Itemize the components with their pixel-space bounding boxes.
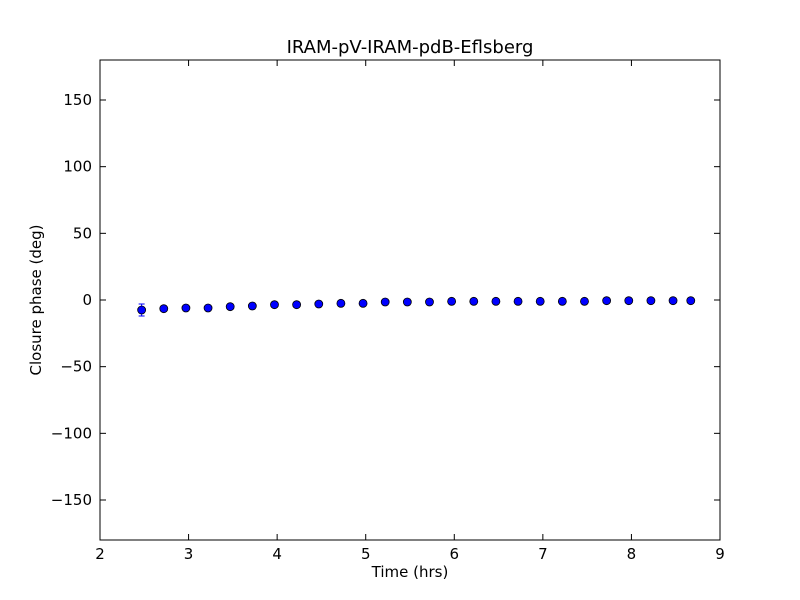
- data-point: [159, 304, 169, 314]
- y-tick-label: 0: [82, 291, 92, 309]
- y-tick-label: −50: [60, 358, 92, 376]
- x-tick-label: 8: [627, 545, 637, 563]
- data-point: [624, 296, 634, 306]
- x-tick-label: 3: [184, 545, 194, 563]
- plot-area: 2 3 4 5 6 7 8 9 −150 −100 −50 0 50 100 150: [51, 60, 725, 563]
- data-point: [513, 296, 523, 306]
- data-point: [203, 303, 213, 313]
- x-tick-label: 6: [450, 545, 460, 563]
- data-point: [491, 296, 501, 306]
- y-tick-label: 50: [73, 224, 92, 242]
- data-point: [469, 296, 479, 306]
- data-point: [668, 296, 678, 306]
- data-point: [557, 296, 567, 306]
- x-tick-label: 2: [95, 545, 105, 563]
- y-tick-label: −150: [51, 491, 92, 509]
- x-tick-label: 7: [538, 545, 548, 563]
- data-point: [447, 296, 457, 306]
- data-point: [425, 297, 434, 307]
- data-point: [292, 300, 302, 310]
- data-point: [247, 301, 257, 311]
- x-axis-label: Time (hrs): [371, 563, 449, 581]
- data-point: [181, 303, 191, 313]
- data-point: [380, 297, 390, 307]
- y-tick-label: 100: [63, 158, 92, 176]
- y-tick-label: 150: [63, 91, 92, 109]
- data-point: [686, 296, 696, 306]
- data-point: [580, 296, 589, 306]
- data-point: [314, 299, 324, 309]
- y-axis-label: Closure phase (deg): [27, 225, 45, 376]
- data-point: [358, 298, 368, 308]
- x-tick-label: 5: [361, 545, 371, 563]
- y-tick-label: −100: [51, 424, 92, 442]
- data-point: [602, 296, 612, 306]
- x-tick-label: 4: [272, 545, 282, 563]
- x-tick-label: 9: [715, 545, 725, 563]
- chart-title: IRAM-pV-IRAM-pdB-Eflsberg: [287, 37, 534, 58]
- data-point: [646, 296, 656, 306]
- data-point: [270, 300, 279, 310]
- data-point: [225, 302, 235, 312]
- plot-frame: [99, 59, 721, 541]
- data-point: [336, 298, 346, 308]
- data-point: [535, 296, 545, 306]
- data-point: [137, 305, 147, 315]
- data-point: [402, 297, 412, 307]
